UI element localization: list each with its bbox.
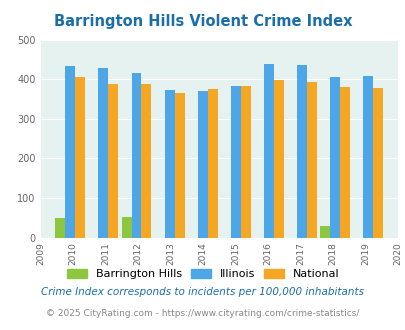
Bar — [273, 81, 283, 238]
Bar — [65, 66, 75, 238]
Bar — [98, 68, 108, 238]
Bar — [306, 82, 316, 238]
Bar — [339, 87, 349, 238]
Bar — [263, 64, 273, 238]
Bar — [320, 226, 329, 238]
Bar — [122, 216, 131, 238]
Bar — [75, 77, 85, 238]
Bar — [362, 76, 372, 238]
Text: © 2025 CityRating.com - https://www.cityrating.com/crime-statistics/: © 2025 CityRating.com - https://www.city… — [46, 309, 359, 318]
Bar — [372, 87, 382, 238]
Bar — [240, 86, 250, 238]
Bar — [164, 90, 174, 238]
Bar — [174, 93, 184, 238]
Bar — [131, 73, 141, 238]
Bar — [197, 91, 207, 238]
Bar — [230, 86, 240, 238]
Bar — [55, 218, 65, 238]
Bar — [108, 84, 118, 238]
Bar — [141, 84, 151, 238]
Bar — [207, 89, 217, 238]
Legend: Barrington Hills, Illinois, National: Barrington Hills, Illinois, National — [62, 265, 343, 284]
Text: Barrington Hills Violent Crime Index: Barrington Hills Violent Crime Index — [53, 14, 352, 29]
Bar — [296, 65, 306, 238]
Text: Crime Index corresponds to incidents per 100,000 inhabitants: Crime Index corresponds to incidents per… — [41, 287, 364, 297]
Bar — [329, 77, 339, 238]
